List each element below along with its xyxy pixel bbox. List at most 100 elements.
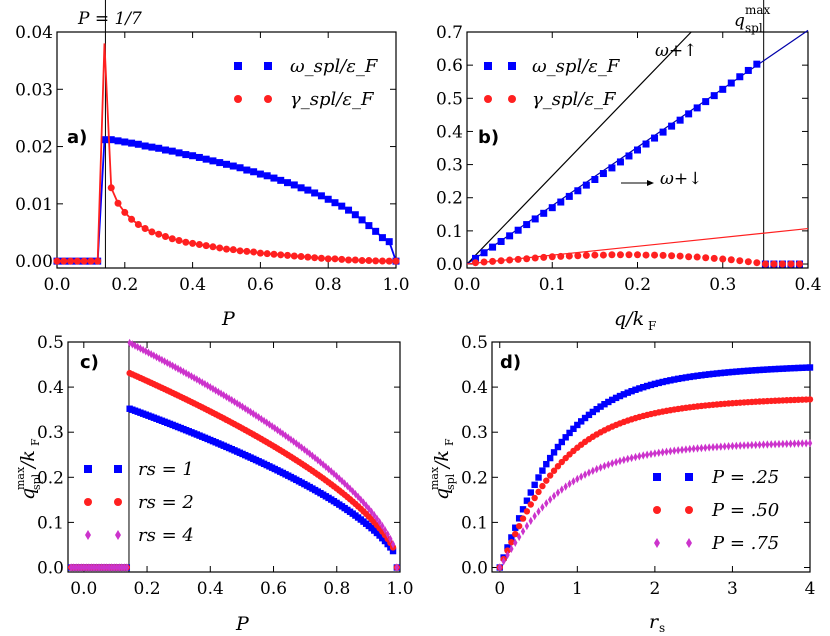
y-tick-label: 0.6	[436, 56, 463, 76]
data-point	[726, 442, 731, 451]
y-tick-label: 0.5	[37, 333, 64, 353]
data-point	[243, 247, 251, 255]
data-point	[106, 563, 112, 572]
data-point	[107, 136, 115, 144]
data-point	[104, 563, 109, 572]
data-point	[709, 370, 717, 378]
data-point	[107, 184, 115, 192]
plot-frame	[67, 341, 401, 573]
data-point	[612, 394, 620, 402]
legend-marker	[85, 530, 91, 540]
data-point	[651, 251, 659, 259]
data-point	[643, 382, 651, 390]
data-point	[594, 464, 599, 474]
svg-text:/k: /k	[17, 450, 39, 470]
data-point	[554, 463, 562, 470]
data-point	[558, 438, 566, 446]
data-point	[519, 506, 527, 513]
data-point	[771, 365, 779, 373]
annotation-arrowhead	[647, 180, 654, 186]
annotation-omega-down: ω+↓	[660, 169, 702, 189]
data-point	[515, 522, 523, 530]
data-point	[372, 257, 380, 265]
data-point	[134, 220, 142, 228]
data-point	[574, 252, 582, 260]
data-point	[528, 516, 533, 526]
data-point	[685, 253, 693, 261]
data-point	[168, 147, 176, 155]
reference-line	[466, 31, 692, 265]
data-point	[559, 485, 565, 494]
y-tick-label: 0.7	[436, 23, 463, 43]
data-point	[668, 122, 676, 130]
data-point	[96, 563, 102, 572]
data-point	[385, 257, 393, 265]
data-point	[795, 364, 802, 372]
legend-marker	[508, 95, 516, 103]
data-point	[489, 243, 497, 251]
y-tick-label: 0.1	[37, 513, 64, 533]
data-point	[719, 255, 727, 263]
data-point	[508, 539, 515, 546]
y-tick-label: 0.2	[436, 189, 463, 209]
y-tick-label: 0.00	[15, 252, 53, 272]
data-point	[668, 252, 676, 260]
y-tick-label: 0.1	[461, 513, 488, 533]
x-tick-label: 2	[649, 579, 660, 599]
legend-marker	[234, 95, 242, 103]
data-point	[582, 470, 588, 479]
data-point	[783, 365, 790, 372]
data-point	[81, 563, 87, 572]
y-tick-label: 0.1	[436, 222, 463, 242]
legend-marker	[114, 465, 122, 473]
data-point	[378, 234, 386, 242]
data-point	[554, 443, 562, 451]
data-point	[523, 221, 531, 229]
data-point	[548, 204, 556, 212]
legend-label: γ_spl/ε_F	[532, 89, 617, 110]
data-point	[277, 176, 285, 184]
data-point	[515, 515, 523, 522]
data-point	[598, 463, 603, 472]
panel-b-vline-label: q max spl	[734, 3, 771, 35]
data-point	[691, 444, 696, 453]
data-point	[531, 215, 539, 223]
data-point	[89, 563, 94, 572]
legend-marker	[484, 95, 492, 103]
data-point	[566, 429, 573, 437]
data-point	[721, 369, 728, 376]
data-point	[772, 440, 778, 449]
legend-marker	[114, 498, 122, 506]
data-point	[659, 251, 667, 259]
data-point	[148, 143, 156, 151]
y-tick-label: 0.2	[461, 468, 488, 488]
data-point	[372, 227, 380, 235]
data-point	[565, 252, 573, 260]
data-point	[141, 142, 149, 150]
data-point	[324, 195, 332, 203]
data-point	[297, 253, 305, 261]
data-point	[117, 563, 122, 572]
data-point	[378, 257, 386, 265]
data-point	[317, 192, 325, 200]
svg-text:q: q	[17, 488, 39, 500]
data-point	[582, 181, 590, 189]
data-point	[562, 434, 569, 441]
data-point	[79, 563, 84, 572]
data-point	[779, 365, 787, 372]
data-point	[675, 446, 681, 455]
data-point	[516, 532, 522, 542]
legend-marker	[234, 62, 242, 70]
data-point	[753, 440, 758, 450]
data-point	[668, 447, 673, 456]
data-point	[555, 488, 561, 497]
data-point	[514, 255, 522, 263]
data-point	[148, 228, 156, 236]
data-point	[509, 544, 514, 554]
y-tick-label: 0.3	[461, 423, 488, 443]
data-point	[800, 439, 805, 448]
data-point	[686, 373, 693, 381]
svg-text:max: max	[14, 466, 27, 490]
data-point	[659, 378, 666, 386]
